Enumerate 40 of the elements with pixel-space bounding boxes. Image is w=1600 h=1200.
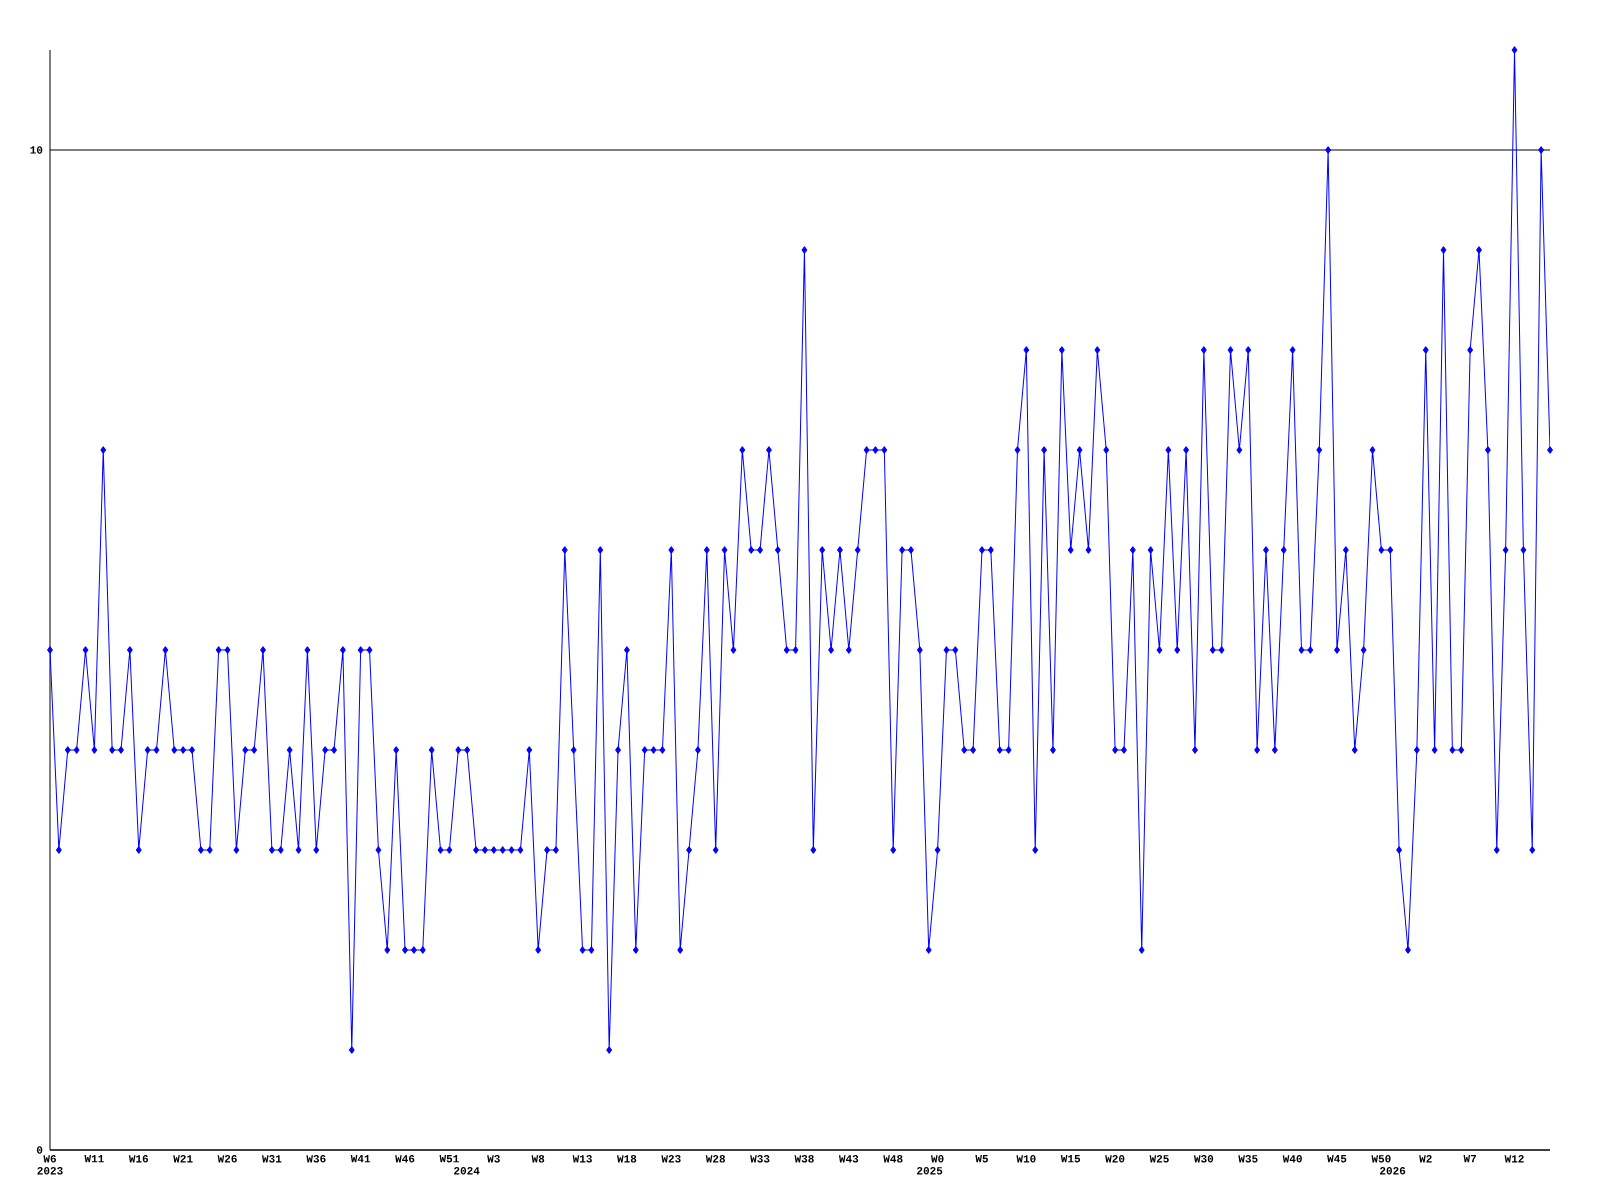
x-tick-label: W38 [794,1155,814,1163]
x-tick-label: W50 [1371,1155,1391,1163]
x-tick-label: W8 [531,1155,545,1163]
x-tick-label: W33 [750,1155,770,1163]
x-tick-label: W25 [1149,1155,1169,1163]
y-tick-label: 0 [36,1146,43,1154]
x-tick-label: W51 [439,1155,459,1163]
x-tick-label: W7 [1463,1155,1476,1163]
x-tick-label: W3 [487,1155,500,1163]
x2-tick-label: 2024 [454,1167,480,1175]
x-tick-label: W35 [1238,1155,1258,1163]
y-tick-label: 10 [30,146,43,154]
x-tick-label: W5 [975,1155,988,1163]
x-tick-label: W2 [1419,1155,1432,1163]
x-tick-label: W45 [1327,1155,1347,1163]
x-tick-label: W20 [1105,1155,1125,1163]
x-tick-label: W15 [1060,1155,1081,1163]
x-tick-label: W40 [1282,1155,1302,1163]
x-tick-label: W21 [173,1155,193,1163]
x-tick-label: W18 [617,1155,637,1163]
x-tick-label: W30 [1193,1155,1214,1163]
x-tick-label: W12 [1504,1155,1524,1163]
x-tick-label: W10 [1016,1155,1036,1163]
x-tick-label: W36 [306,1155,326,1163]
x2-tick-label: 2025 [917,1167,943,1175]
x-tick-label: W6 [43,1155,56,1163]
x-tick-label: W23 [661,1155,681,1163]
x-tick-label: W13 [572,1155,592,1163]
x-tick-label: W43 [838,1155,859,1163]
x-tick-label: W48 [883,1155,903,1163]
x-tick-label: W46 [395,1155,415,1163]
x-tick-label: W0 [930,1155,944,1163]
x-tick-label: W31 [262,1155,282,1163]
x-tick-label: W28 [705,1155,726,1163]
x-tick-label: W41 [350,1155,371,1163]
x2-tick-label: 2026 [1380,1167,1406,1175]
x-tick-label: W26 [217,1155,237,1163]
x2-tick-label: 2023 [37,1167,63,1175]
x-tick-label: W11 [84,1155,104,1163]
x-tick-label: W16 [128,1155,149,1163]
